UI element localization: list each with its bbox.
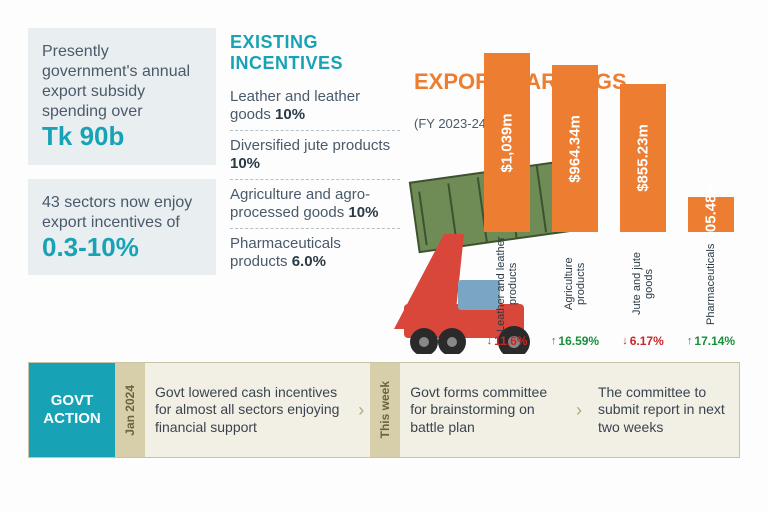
bar-change: ↑ 17.14% [687, 334, 735, 348]
info-text: 43 sectors now enjoy export incentives o… [42, 193, 202, 233]
bar: $964.34m [552, 65, 598, 232]
bar-label: Agriculture products [563, 236, 587, 332]
chevron-right-icon: › [352, 363, 370, 457]
bar-change-value: 17.14% [694, 334, 735, 348]
bar-group: $1,039m Leather and leather products ↓ 1… [478, 53, 536, 348]
incentive-pct: 10% [348, 204, 378, 221]
incentive-pct: 6.0% [292, 253, 326, 270]
action-text: The committee to submit report in next t… [588, 363, 739, 457]
bar-change-value: 6.17% [630, 334, 664, 348]
incentive-item: Diversified jute products 10% [230, 131, 400, 180]
left-column: Presently government's annual export sub… [28, 28, 216, 348]
bar-group: $964.34m Agriculture products ↑ 16.59% [546, 65, 604, 348]
govt-action-badge: GOVT ACTION [29, 363, 115, 457]
bar-change: ↓ 11.6% [487, 334, 528, 348]
incentive-item: Agriculture and agro-processed goods 10% [230, 180, 400, 229]
timeline-tag: This week [370, 363, 400, 457]
arrow-icon: ↓ [487, 335, 493, 347]
action-text: Govt lowered cash incentives for almost … [145, 363, 352, 457]
incentive-item: Pharmaceuticals products 6.0% [230, 229, 400, 277]
incentives-column: EXISTING INCENTIVES Leather and leather … [230, 28, 400, 348]
bar-value: $1,039m [499, 113, 516, 172]
infographic-canvas: Presently government's annual export sub… [0, 0, 768, 512]
info-big-value: 0.3-10% [42, 233, 202, 262]
bar-value: $855.23m [635, 124, 652, 192]
arrow-icon: ↑ [551, 335, 557, 347]
incentive-item: Leather and leather goods 10% [230, 82, 400, 131]
incentive-pct: 10% [275, 106, 305, 123]
incentives-title: EXISTING INCENTIVES [230, 32, 400, 74]
bar-label: Jute and jute goods [631, 236, 655, 332]
incentive-label: Diversified jute products [230, 137, 390, 154]
govt-action-row: GOVT ACTION Jan 2024 Govt lowered cash i… [28, 362, 740, 458]
bar: $205.48m [688, 197, 734, 232]
action-text: Govt forms committee for brainstorming o… [400, 363, 570, 457]
info-text: Presently government's annual export sub… [42, 42, 202, 122]
bar-change: ↓ 6.17% [622, 334, 664, 348]
timeline-tag: Jan 2024 [115, 363, 145, 457]
bar: $1,039m [484, 53, 530, 232]
arrow-icon: ↑ [687, 335, 693, 347]
bar-chart: $1,039m Leather and leather products ↓ 1… [478, 48, 740, 348]
bar-group: $855.23m Jute and jute goods ↓ 6.17% [614, 84, 672, 348]
incentive-pct: 10% [230, 155, 260, 172]
bar-value: $964.34m [567, 115, 584, 183]
bar: $855.23m [620, 84, 666, 232]
chevron-right-icon: › [570, 363, 588, 457]
chart-column: EXPORT EARNINGS (FY 2023-24) [414, 28, 740, 348]
timeline-tag-text: Jan 2024 [123, 385, 137, 436]
bar-group: $205.48m Pharmaceuticals ↑ 17.14% [682, 197, 740, 348]
bar-change: ↑ 16.59% [551, 334, 599, 348]
bar-change-value: 11.6% [494, 334, 527, 348]
bar-label: Pharmaceuticals [705, 236, 717, 332]
info-box-subsidy: Presently government's annual export sub… [28, 28, 216, 165]
bar-change-value: 16.59% [558, 334, 599, 348]
bar-label: Leather and leather products [495, 236, 519, 332]
info-box-sectors: 43 sectors now enjoy export incentives o… [28, 179, 216, 276]
info-big-value: Tk 90b [42, 122, 202, 151]
timeline-tag-text: This week [378, 381, 392, 438]
top-row: Presently government's annual export sub… [28, 28, 740, 348]
arrow-icon: ↓ [622, 335, 628, 347]
